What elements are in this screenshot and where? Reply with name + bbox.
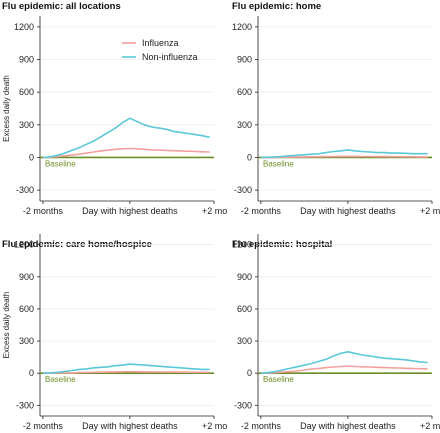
y-tick-label: 600 — [237, 87, 252, 97]
x-tick-label: +2 mo — [202, 421, 227, 431]
y-tick-label: 600 — [19, 87, 34, 97]
x-tick-label: Day with highest deaths — [300, 206, 396, 216]
y-axis-label: Excess daily death — [2, 292, 11, 359]
y-tick-label: 600 — [19, 304, 34, 314]
y-tick-label: -300 — [234, 400, 252, 410]
x-tick-label: -2 months — [241, 206, 282, 216]
y-tick-label: 0 — [29, 368, 34, 378]
x-tick-label: -2 months — [241, 421, 282, 431]
x-tick-label: Day with highest deaths — [82, 206, 178, 216]
series-line-non-influenza — [260, 350, 428, 374]
series-line-influenza — [260, 155, 428, 159]
y-tick-label: -300 — [234, 185, 252, 195]
series-line-influenza — [42, 370, 210, 375]
x-tick-label: -2 months — [23, 206, 64, 216]
baseline-label: Baseline — [263, 159, 294, 168]
x-tick-label: +2 mo — [420, 206, 440, 216]
x-tick-label: -2 months — [23, 421, 64, 431]
panel-3: Flu epidemic: care home/hospice-30003006… — [2, 234, 227, 431]
y-tick-label: 0 — [247, 152, 252, 162]
y-axis-label: Excess daily death — [2, 75, 11, 142]
series-line-non-influenza — [42, 117, 210, 159]
y-tick-label: 1200 — [232, 240, 252, 250]
y-tick-label: 900 — [237, 55, 252, 65]
baseline-label: Baseline — [45, 159, 76, 168]
y-tick-label: 300 — [19, 120, 34, 130]
series-line-non-influenza — [260, 149, 428, 159]
series-line-influenza — [260, 365, 428, 374]
x-tick-label: Day with highest deaths — [300, 421, 396, 431]
y-tick-label: 300 — [19, 336, 34, 346]
y-tick-label: 1200 — [14, 240, 34, 250]
panel-title: Flu epidemic: all locations — [2, 1, 121, 12]
y-tick-label: 1200 — [232, 22, 252, 32]
x-tick-label: +2 mo — [420, 421, 440, 431]
legend-label: Influenza — [142, 38, 179, 48]
y-tick-label: 0 — [247, 368, 252, 378]
legend: Influenza Non-influenza — [122, 38, 198, 62]
y-tick-label: 1200 — [14, 22, 34, 32]
y-tick-label: 600 — [237, 304, 252, 314]
baseline-label: Baseline — [263, 375, 294, 384]
baseline-label: Baseline — [45, 375, 76, 384]
y-tick-label: 300 — [237, 120, 252, 130]
y-tick-label: -300 — [16, 400, 34, 410]
panel-1: Flu epidemic: all locations -300 0 300 600 90… — [2, 1, 227, 216]
y-tick-label: 900 — [237, 272, 252, 282]
y-tick-label: 900 — [19, 55, 34, 65]
series-line-non-influenza — [42, 363, 210, 374]
panel-title: Flu epidemic: home — [232, 1, 321, 12]
x-tick-label: +2 mo — [202, 206, 227, 216]
legend-label: Non-influenza — [142, 52, 198, 62]
y-tick-label: 900 — [19, 272, 34, 282]
y-tick-label: 0 — [29, 152, 34, 162]
panel-4: Flu epidemic: hospital-30003006009001200… — [232, 234, 440, 431]
x-tick-label: Day with highest deaths — [82, 421, 178, 431]
panel-2: Flu epidemic: home -300 0 300 600 900 1200 -2 m… — [232, 1, 440, 216]
y-tick-label: 300 — [237, 336, 252, 346]
series-line-influenza — [42, 147, 210, 159]
y-tick-label: -300 — [16, 185, 34, 195]
